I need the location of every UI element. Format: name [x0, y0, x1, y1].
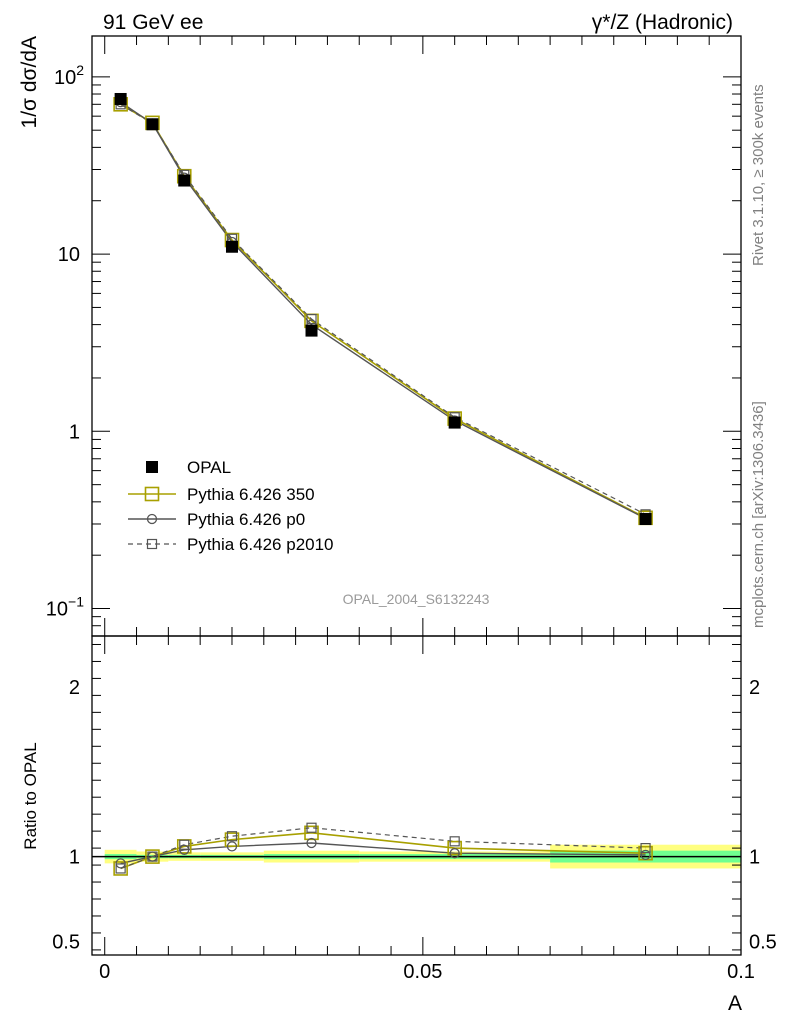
main-y-tick-label: 10−1: [46, 594, 84, 621]
ratio-point-pythia-6-426-350: [224, 832, 240, 847]
legend-marker: [146, 538, 158, 550]
ratio-y-tick-label: 2: [69, 677, 80, 699]
ratio-point-pythia-6-426-p0: [640, 849, 651, 861]
ratio-y-tick-label: 1: [69, 847, 80, 869]
ratio-y-tick-label-right: 2: [749, 677, 760, 699]
data-point-opal: [178, 174, 191, 187]
ratio-point-pythia-6-426-p0: [449, 848, 460, 859]
mc-point-pythia-6-426-p2010: [306, 313, 317, 325]
legend: OPAL Pythia 6.426 350 Pythia 6.426 p0 Pythi…: [128, 458, 334, 554]
main-y-tick-label: 1: [69, 421, 80, 443]
series-line-pythia-6-426-p0: [120, 101, 646, 520]
ratio-point-pythia-6-426-p0: [226, 841, 238, 852]
data-point-opal: [639, 513, 652, 526]
ratio-point-pythia-6-426-p2010: [449, 836, 460, 847]
ratio-point-pythia-6-426-p2010: [179, 839, 190, 850]
ratio-point-pythia-6-426-p2010: [306, 822, 317, 833]
ratio-point-pythia-6-426-p0: [306, 837, 317, 849]
main-y-axis-label: 1/σ dσ/dA: [18, 36, 41, 128]
chart-right-title: γ*/Z (Hadronic): [592, 11, 733, 34]
series-line-pythia-6-426-350: [120, 103, 646, 519]
rivet-version-label: Rivet 3.1.10, ≥ 300k events: [750, 84, 767, 266]
data-point-opal: [146, 118, 159, 131]
series-line-pythia-6-426-p2010: [120, 103, 646, 515]
legend-label: Pythia 6.426 350: [187, 485, 315, 504]
ratio-y-tick-label: 0.5: [52, 931, 80, 953]
ratio-point-pythia-6-426-p2010: [115, 863, 126, 874]
chart-left-title: 91 GeV ee: [103, 11, 203, 34]
ratio-point-pythia-6-426-p2010: [226, 831, 238, 842]
x-tick-label: 0.05: [403, 961, 442, 983]
legend-label: OPAL: [187, 458, 231, 477]
ratio-panel-frame: [91, 635, 742, 956]
ratio-y-axis-label: Ratio to OPAL: [21, 742, 40, 849]
ratio-y-tick-label-right: 0.5: [749, 931, 777, 953]
data-point-opal: [114, 92, 127, 105]
legend-label: Pythia 6.426 p2010: [187, 535, 334, 554]
x-tick-label: 0: [99, 961, 110, 983]
mcplots-label: mcplots.cern.ch [arXiv:1306.3436]: [750, 401, 767, 628]
ratio-point-pythia-6-426-p2010: [147, 851, 158, 862]
x-tick-label: 0.1: [727, 961, 755, 983]
x-axis-label: A: [728, 992, 742, 1015]
analysis-id-label: OPAL_2004_S6132243: [343, 591, 490, 607]
ratio-point-pythia-6-426-p2010: [640, 843, 651, 854]
ratio-y-tick-label-right: 1: [749, 847, 760, 869]
legend-marker: [146, 513, 158, 525]
legend-marker: [146, 461, 158, 473]
ratio-point-pythia-6-426-350: [145, 849, 160, 864]
main-y-tick-label: 10: [58, 244, 80, 266]
legend-marker: [144, 486, 160, 502]
data-point-opal: [225, 240, 238, 253]
data-point-opal: [448, 416, 461, 429]
ratio-point-pythia-6-426-350: [447, 840, 462, 856]
data-point-opal: [305, 324, 318, 337]
ratio-point-pythia-6-426-350: [304, 825, 319, 841]
ratio-point-pythia-6-426-350: [113, 861, 128, 876]
main-y-tick-label: 102: [54, 62, 84, 89]
legend-label: Pythia 6.426 p0: [187, 510, 305, 529]
